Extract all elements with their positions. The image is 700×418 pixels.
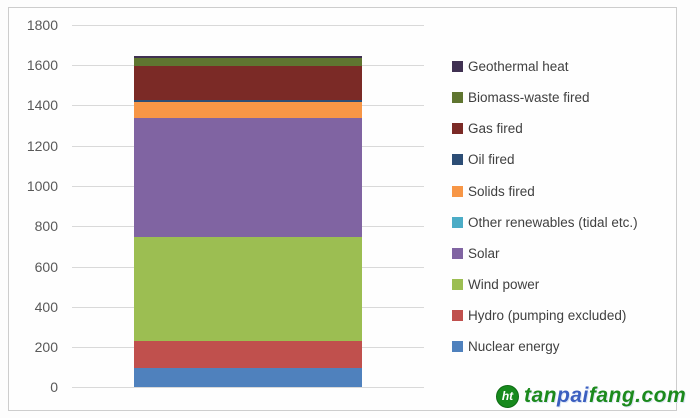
y-axis-tick-label: 1200 [26, 137, 58, 154]
legend-swatch-icon [452, 279, 463, 291]
legend-swatch-icon [452, 185, 463, 197]
legend-label: Solar [468, 245, 500, 261]
legend-swatch-icon [452, 61, 463, 73]
legend-label: Solids fired [468, 183, 535, 199]
y-axis-tick-label: 600 [34, 258, 58, 275]
bar-segment-nuclear-energy [134, 368, 362, 388]
legend-swatch-icon [452, 247, 463, 259]
watermark-text: tanpaifang.com [524, 384, 686, 408]
legend-item: Biomass-waste fired [452, 82, 638, 113]
bar-segment-oil-fired [134, 100, 362, 103]
watermark-text-part: pai [557, 384, 589, 407]
legend-swatch-icon [452, 92, 463, 104]
legend-swatch-icon [452, 310, 463, 322]
legend-label: Oil fired [468, 152, 515, 168]
y-axis-tick-label: 0 [50, 379, 58, 396]
y-axis-tick-label: 400 [34, 298, 58, 315]
legend-item: Geothermal heat [452, 51, 638, 82]
legend-label: Nuclear energy [468, 339, 560, 355]
legend-item: Gas fired [452, 113, 638, 144]
legend-label: Gas fired [468, 121, 523, 137]
legend-item: Solar [452, 238, 638, 269]
legend-item: Other renewables (tidal etc.) [452, 207, 638, 238]
gridline [72, 24, 424, 26]
legend-swatch-icon [452, 341, 463, 353]
legend-swatch-icon [452, 123, 463, 135]
legend: Geothermal heat Biomass-waste fired Gas fi… [452, 51, 638, 362]
y-axis-tick-label: 1800 [26, 16, 58, 33]
legend-item: Nuclear energy [452, 331, 638, 362]
legend-swatch-icon [452, 154, 463, 166]
bar-segment-geothermal-heat [134, 56, 362, 58]
legend-label: Geothermal heat [468, 59, 569, 75]
legend-item: Wind power [452, 269, 638, 300]
legend-label: Wind power [468, 277, 540, 293]
stacked-bar [134, 25, 362, 388]
legend-label: Hydro (pumping excluded) [468, 308, 627, 324]
y-axis-tick-label: 1000 [26, 177, 58, 194]
watermark-text-part: tan [524, 384, 557, 407]
gridline [72, 387, 424, 389]
y-axis-tick-label: 200 [34, 339, 58, 356]
legend-item: Oil fired [452, 144, 638, 175]
bar-segment-hydro-pumping-excluded [134, 341, 362, 369]
y-axis-tick-label: 800 [34, 218, 58, 235]
y-axis-tick-label: 1400 [26, 97, 58, 114]
watermark: ht tanpaifang.com [496, 384, 686, 408]
bar-segment-gas-fired [134, 66, 362, 101]
legend-item: Hydro (pumping excluded) [452, 300, 638, 331]
bar-segment-solar [134, 118, 362, 238]
y-axis-tick-label: 1600 [26, 57, 58, 73]
legend-item: Solids fired [452, 176, 638, 207]
watermark-text-part: fang.com [588, 384, 687, 407]
legend-label: Biomass-waste fired [468, 90, 590, 106]
bar-segment-wind-power [134, 237, 362, 342]
bar-segment-biomass-waste-fired [134, 58, 362, 67]
tanpaifang-logo-icon: ht [496, 384, 519, 408]
legend-swatch-icon [452, 216, 463, 228]
legend-label: Other renewables (tidal etc.) [468, 214, 638, 230]
bar-segment-solids-fired [134, 102, 362, 119]
